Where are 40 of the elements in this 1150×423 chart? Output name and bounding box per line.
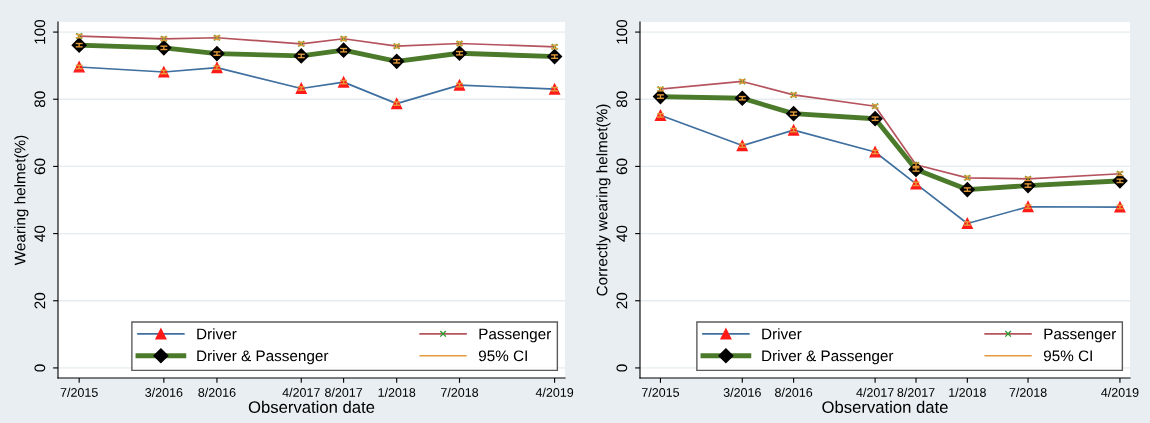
y-tick-label: 20 xyxy=(34,292,46,309)
x-tick-label: 3/2016 xyxy=(723,387,761,397)
x-tick-label: 8/2017 xyxy=(325,387,363,397)
annotation: 95% CI xyxy=(478,350,527,362)
y-tick-label: 100 xyxy=(616,19,628,44)
legend-label: Driver xyxy=(762,328,802,340)
x-tick-label: 7/2015 xyxy=(641,387,680,397)
x-axis-title: Observation date xyxy=(248,400,375,414)
y-tick-label: 80 xyxy=(616,91,628,108)
x-tick-label: 7/2018 xyxy=(441,387,479,397)
x-tick-label: 1/2018 xyxy=(378,387,416,397)
y-tick-label: 40 xyxy=(34,225,46,242)
x-tick-label: 7/2015 xyxy=(60,387,98,397)
y-axis-title: Correctly wearing helmet(%) xyxy=(596,104,611,296)
x-tick-label: 7/2018 xyxy=(1009,387,1047,397)
y-tick-label: 0 xyxy=(616,364,628,372)
legend-label: Passenger xyxy=(479,328,551,343)
legend-label: Driver & Passenger xyxy=(197,350,329,365)
y-tick-label: 40 xyxy=(616,225,628,242)
annotation: 95% CI xyxy=(1043,350,1092,362)
x-tick-label: 4/2019 xyxy=(1101,387,1139,397)
x-tick-label: 3/2016 xyxy=(145,387,183,397)
x-tick-label: 4/2017 xyxy=(856,387,894,397)
x-tick-label: 8/2016 xyxy=(198,387,236,397)
y-tick-label: 60 xyxy=(34,158,46,175)
legend-label: Passenger xyxy=(1044,328,1116,343)
legend-label: Driver xyxy=(197,328,237,340)
x-tick-label: 4/2019 xyxy=(535,387,574,397)
x-tick-label: 1/2018 xyxy=(949,387,986,397)
x-axis-title: Observation date xyxy=(822,400,948,414)
y-axis-title: Wearing helmet(%) xyxy=(14,135,29,266)
x-tick-label: 8/2016 xyxy=(775,387,813,397)
y-tick-label: 0 xyxy=(34,364,46,372)
y-tick-label: 60 xyxy=(616,158,628,175)
x-tick-label: 4/2017 xyxy=(282,387,320,397)
legend-label: Driver & Passenger xyxy=(762,350,894,365)
y-tick-label: 80 xyxy=(34,91,46,108)
y-tick-label: 100 xyxy=(34,19,46,44)
y-tick-label: 20 xyxy=(616,292,628,309)
x-tick-label: 8/2017 xyxy=(897,387,935,397)
